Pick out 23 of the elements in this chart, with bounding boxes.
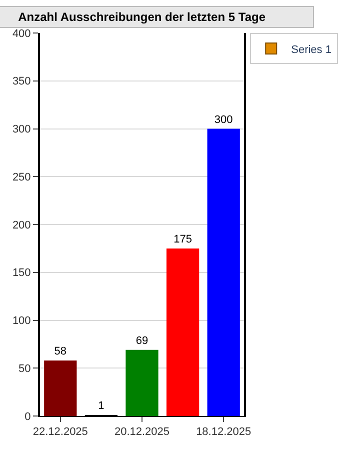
y-tick-label: 300 <box>12 124 31 136</box>
bar <box>44 360 77 416</box>
x-tick-label: 20.12.2025 <box>114 426 170 438</box>
data-label: 300 <box>214 114 233 126</box>
y-tick-label: 400 <box>12 28 31 40</box>
y-tick-label: 50 <box>18 362 31 375</box>
text: Series 1 <box>291 44 332 56</box>
data-label: 58 <box>54 345 67 358</box>
bar <box>207 128 240 416</box>
y-tick-label: 200 <box>12 219 31 232</box>
bar <box>166 248 200 416</box>
x-tick-label: 22.12.2025 <box>32 426 88 438</box>
y-tick-label: 250 <box>12 171 31 184</box>
data-label: 69 <box>136 334 148 347</box>
data-label: 1 <box>98 400 104 412</box>
y-tick-label: 100 <box>12 315 31 328</box>
y-tick-label: 350 <box>12 76 31 88</box>
data-label: 175 <box>174 233 192 246</box>
bar <box>126 350 158 416</box>
chart-title: Anzahl Ausschreibungen der letzten 5 Tage <box>18 10 266 24</box>
y-tick-label: 0 <box>24 410 31 423</box>
y-tick-label: 150 <box>12 267 31 280</box>
x-tick-label: 18.12.2025 <box>196 426 252 438</box>
